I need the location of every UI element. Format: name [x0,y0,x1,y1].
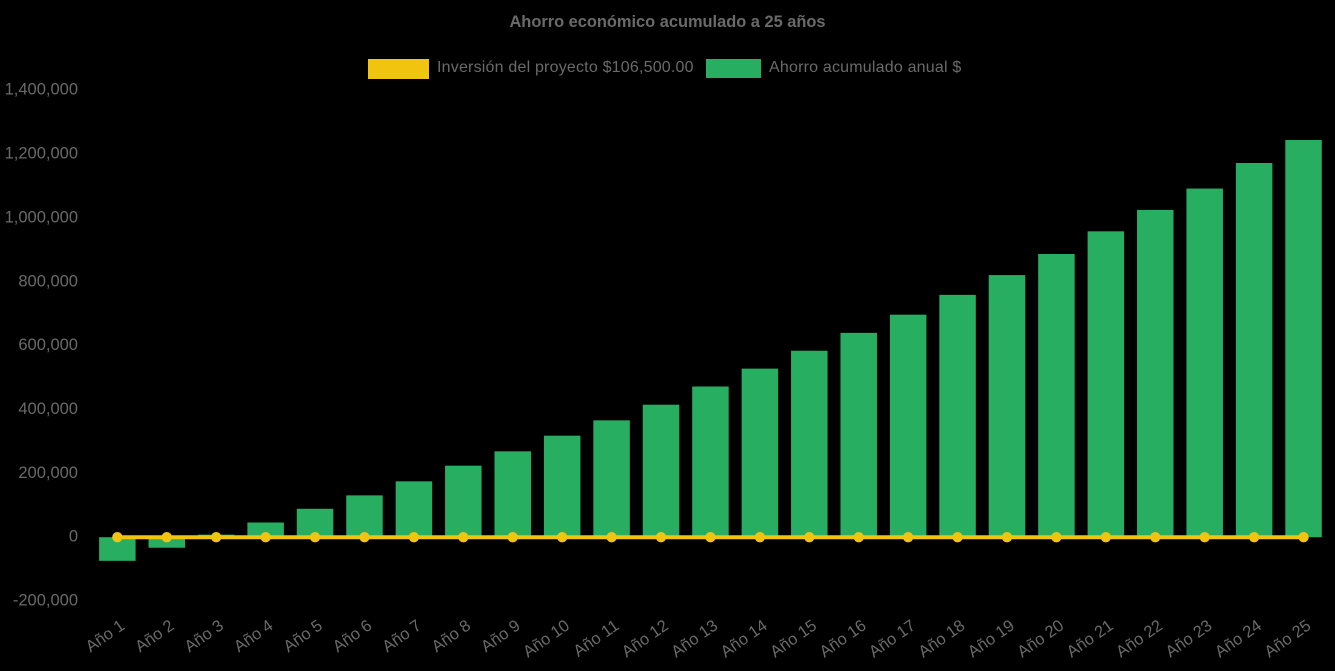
x-tick-label-19: Año 19 [965,617,1018,662]
y-tick-label: 400,000 [18,400,78,418]
legend-label-ahorro: Ahorro acumulado anual $ [769,58,962,76]
legend-item-ahorro[interactable]: Ahorro acumulado anual $ [706,59,961,78]
bar-año-6[interactable] [346,495,383,538]
bar-año-8[interactable] [445,465,482,538]
bar-año-1[interactable] [99,537,136,561]
investment-line-marker-18[interactable] [952,532,963,543]
bar-año-2[interactable] [148,537,186,548]
y-tick-label: -200,000 [13,592,78,610]
bar-año-22[interactable] [1137,209,1174,538]
investment-line-marker-11[interactable] [606,532,617,543]
x-tick-label-6: Año 6 [330,617,376,656]
investment-line-marker-10[interactable] [556,532,568,543]
x-tick-label-21: Año 21 [1063,617,1116,662]
investment-line-marker-14[interactable] [754,532,766,543]
bar-año-17[interactable] [889,314,927,538]
bar-año-13[interactable] [692,386,729,538]
bar-año-7[interactable] [395,481,433,538]
investment-line-marker-8[interactable] [458,532,469,543]
y-tick-label: 0 [69,528,78,546]
legend-swatch-inversion [368,59,429,79]
investment-line-marker-20[interactable] [1051,532,1062,543]
investment-line-marker-1[interactable] [112,532,123,543]
x-tick-label-13: Año 13 [668,617,721,662]
investment-line-marker-7[interactable] [408,532,420,543]
chart-title: Ahorro económico acumulado a 25 años [509,13,826,31]
investment-line-marker-17[interactable] [902,532,914,543]
bar-año-16[interactable] [840,332,877,538]
legend-item-inversion[interactable]: Inversión del proyecto $106,500.00 [368,59,694,79]
y-tick-label: 800,000 [18,272,78,290]
bar-año-24[interactable] [1235,163,1273,538]
x-tick-label-17: Año 17 [866,617,919,662]
bar-año-18[interactable] [939,294,976,538]
investment-line-marker-6[interactable] [359,532,370,543]
x-tick-label-9: Año 9 [478,617,524,656]
y-tick-label: 1,000,000 [5,208,78,226]
y-tick-label: 600,000 [18,336,78,354]
x-tick-label-7: Año 7 [379,617,425,656]
x-tick-label-5: Año 5 [280,617,326,656]
bar-año-11[interactable] [593,420,630,538]
investment-line-marker-25[interactable] [1298,532,1309,543]
investment-line-marker-2[interactable] [161,532,172,543]
x-tick-label-8: Año 8 [428,617,474,656]
x-tick-label-15: Año 15 [767,617,820,662]
x-tick-label-11: Año 11 [570,617,622,661]
investment-line-marker-12[interactable] [655,532,667,543]
bar-año-15[interactable] [791,350,828,538]
investment-line-marker-24[interactable] [1248,532,1260,543]
x-tick-label-20: Año 20 [1014,617,1067,662]
bar-año-12[interactable] [642,404,680,538]
bar-año-21[interactable] [1087,231,1125,538]
x-tick-label-25: Año 25 [1261,617,1314,662]
x-tick-label-16: Año 16 [816,617,869,662]
investment-line-marker-16[interactable] [853,532,864,543]
y-tick-label: 1,200,000 [5,145,78,163]
x-tick-label-22: Año 22 [1113,617,1166,662]
bar-año-25[interactable] [1285,140,1322,538]
investment-line-marker-3[interactable] [211,532,222,543]
x-tick-label-3: Año 3 [181,617,227,656]
bar-año-4[interactable] [247,522,284,538]
x-tick-label-18: Año 18 [915,617,968,662]
investment-line-marker-23[interactable] [1199,532,1210,543]
bar-año-14[interactable] [741,368,779,538]
y-tick-label: 200,000 [18,464,78,482]
bar-año-9[interactable] [494,451,532,538]
x-tick-label-2: Año 2 [132,617,178,656]
investment-line-marker-9[interactable] [507,532,518,543]
x-tick-label-1: Año 1 [82,617,128,656]
investment-line-marker-15[interactable] [804,532,815,543]
legend-swatch-ahorro [706,59,761,78]
investment-line-marker-13[interactable] [705,532,716,543]
investment-line-marker-22[interactable] [1150,532,1161,543]
investment-line-marker-4[interactable] [260,532,271,543]
x-tick-label-4: Año 4 [231,617,277,656]
x-tick-label-14: Año 14 [718,617,771,662]
x-tick-label-12: Año 12 [619,617,672,662]
x-tick-label-24: Año 24 [1212,617,1265,662]
x-tick-label-10: Año 10 [520,617,573,662]
investment-line-marker-5[interactable] [309,532,321,543]
bar-año-23[interactable] [1186,188,1223,538]
x-tick-label-23: Año 23 [1162,617,1215,662]
y-tick-label: 1,400,000 [5,81,78,99]
bar-año-19[interactable] [988,275,1026,538]
bar-año-20[interactable] [1038,253,1075,538]
investment-line-marker-21[interactable] [1100,532,1112,543]
bar-año-10[interactable] [543,435,581,538]
legend-label-inversion: Inversión del proyecto $106,500.00 [437,59,694,76]
investment-line-marker-19[interactable] [1001,532,1013,543]
